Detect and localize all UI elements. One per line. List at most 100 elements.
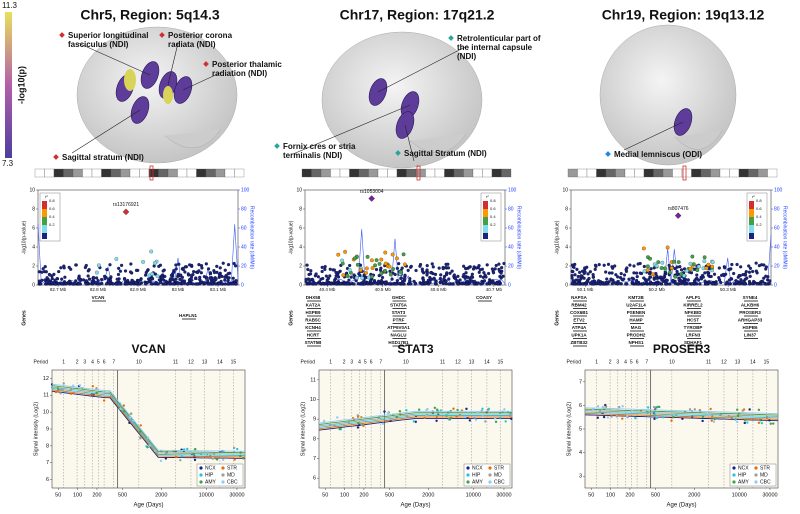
y2-tick-label: 40 [241,244,247,250]
snp-point [115,277,119,281]
trend-curve [51,386,245,455]
x-tick-label: 500 [385,492,394,498]
sample-point [239,451,242,454]
tract-label: Posterior thalamic radiation (NDI) [212,60,282,78]
snp-point [328,267,332,271]
snp-point [400,279,405,283]
snp-point [611,280,615,284]
snp-point [316,275,320,279]
snp-point [109,275,113,279]
snp-point [362,282,366,286]
ld-key-swatch [483,225,488,233]
snp-point [647,271,652,276]
snp-point [719,280,723,285]
y2-axis-label: Recombination rate (cM/Mb) [249,206,255,269]
snp-point [644,281,648,285]
snp-point [231,276,235,280]
legend-entry: CBC [227,479,238,485]
chromosome-band [434,168,445,178]
gene-name: HAMP [629,318,642,323]
y-tick-label: 3 [579,474,582,480]
snp-point [648,256,652,261]
snp-point [161,269,165,273]
sample-point [435,408,439,411]
trend-curve [51,387,246,457]
period-label: Period [567,359,582,365]
snp-point [144,282,148,286]
y-tick-label: 10 [310,397,316,403]
chromosome-band [700,168,711,178]
snp-point [677,276,681,280]
snp-point [578,270,582,274]
snp-point [642,264,646,269]
chromosome-band [339,168,350,178]
sample-point [129,412,133,416]
y-tick-label: 10 [562,187,568,193]
snp-point [352,256,357,261]
snp-point [226,278,230,283]
x-tick-label: 100 [606,492,615,498]
sample-point [473,416,476,419]
snp-point [580,269,585,273]
ld-key-swatch [749,201,754,209]
snp-point [370,274,374,279]
snp-point [660,278,665,282]
sample-point [386,411,390,415]
trend-curve [318,412,512,425]
y-tick-label: 7 [46,460,49,466]
snp-point [470,272,474,276]
snp-point [613,264,617,268]
chromosome-band [72,168,83,178]
chromosome-band [205,168,216,178]
y2-tick-label: 80 [508,206,514,212]
sample-point [757,408,761,412]
period-number: 5 [97,359,100,365]
snp-point [500,266,504,270]
snp-point [465,282,469,286]
y-axis-label: Signal intensity (Log2) [33,402,39,457]
snp-point [202,274,207,279]
sample-point [688,408,692,411]
snp-point [619,271,623,276]
snp-point [739,265,743,269]
sample-point [713,417,716,421]
snp-point [675,282,680,286]
snp-point [682,267,687,271]
snp-point [652,266,656,270]
snp-point [194,276,198,281]
chromosome-band [368,168,379,178]
period-number: 10 [403,359,409,365]
y-tick-label: 6 [579,403,582,409]
period-number: 2 [609,359,612,365]
snp-point [618,275,623,280]
snp-point [444,279,448,283]
brain [76,26,238,164]
snp-point [735,262,739,267]
x-tick-label: 82.7 Mb [50,287,67,292]
period-number: 15 [231,359,237,365]
y-axis-label: -log10(p-value) [554,220,560,254]
gene-name: SDHAF1 [684,340,702,345]
snp-point [62,266,66,270]
snp-point [485,282,489,286]
snp-point [214,277,218,281]
sample-point [504,420,507,423]
snp-point [305,263,309,267]
snp-point [387,282,391,286]
snp-point [745,276,749,280]
snp-point [622,277,626,281]
chromosome-band [349,168,360,178]
chromosome-band [320,168,331,178]
snp-point [431,265,435,269]
chromosome-band [330,168,341,178]
chromosome-band [34,168,45,178]
snp-point [462,264,466,268]
snp-point [185,282,189,286]
gene-name: STAT5A [390,303,408,308]
sample-point [772,422,775,425]
pointer-line [404,124,415,162]
x-tick-label: 30000 [762,492,777,498]
snp-point [100,281,104,286]
period-number: 10 [669,359,675,365]
snp-point [376,281,380,286]
